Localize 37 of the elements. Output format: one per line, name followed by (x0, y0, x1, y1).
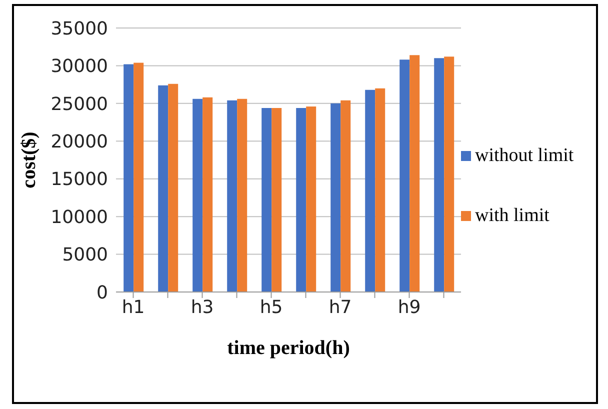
y-tick-label: 5000 (62, 244, 108, 266)
y-tick-label: 20000 (50, 132, 108, 153)
y-tick-label: 25000 (50, 94, 108, 115)
bar (158, 85, 168, 292)
x-tick-label: h9 (398, 296, 421, 318)
y-tick-label: 10000 (50, 206, 108, 228)
bar (296, 108, 306, 292)
bar (227, 100, 238, 292)
legend-label: without limit (475, 144, 575, 168)
bar (340, 100, 351, 292)
y-axis-title: cost($) (18, 132, 40, 188)
x-tick-label: h3 (190, 296, 214, 318)
bar (410, 55, 420, 292)
bar (237, 98, 248, 292)
y-tick-label: 30000 (50, 56, 108, 78)
legend-label: with limit (475, 204, 550, 228)
bar (365, 90, 376, 292)
bar (168, 84, 178, 292)
y-tick-label: 15000 (50, 169, 108, 190)
y-tick-label: 0 (96, 282, 108, 304)
bar (124, 64, 134, 292)
bar (272, 108, 282, 292)
x-tick-label: h1 (122, 296, 145, 318)
x-tick-label: h7 (328, 296, 352, 318)
bar (134, 62, 144, 292)
bar (262, 108, 272, 292)
bar (375, 88, 386, 292)
y-tick-label: 35000 (50, 18, 108, 40)
bar (400, 60, 410, 292)
x-tick-label: h5 (260, 296, 283, 318)
bar (444, 56, 454, 292)
bar (330, 103, 341, 292)
bar (306, 106, 316, 292)
x-axis-title: time period(h) (227, 337, 350, 359)
bar (202, 97, 213, 292)
bar (434, 58, 444, 292)
bar (192, 98, 203, 292)
